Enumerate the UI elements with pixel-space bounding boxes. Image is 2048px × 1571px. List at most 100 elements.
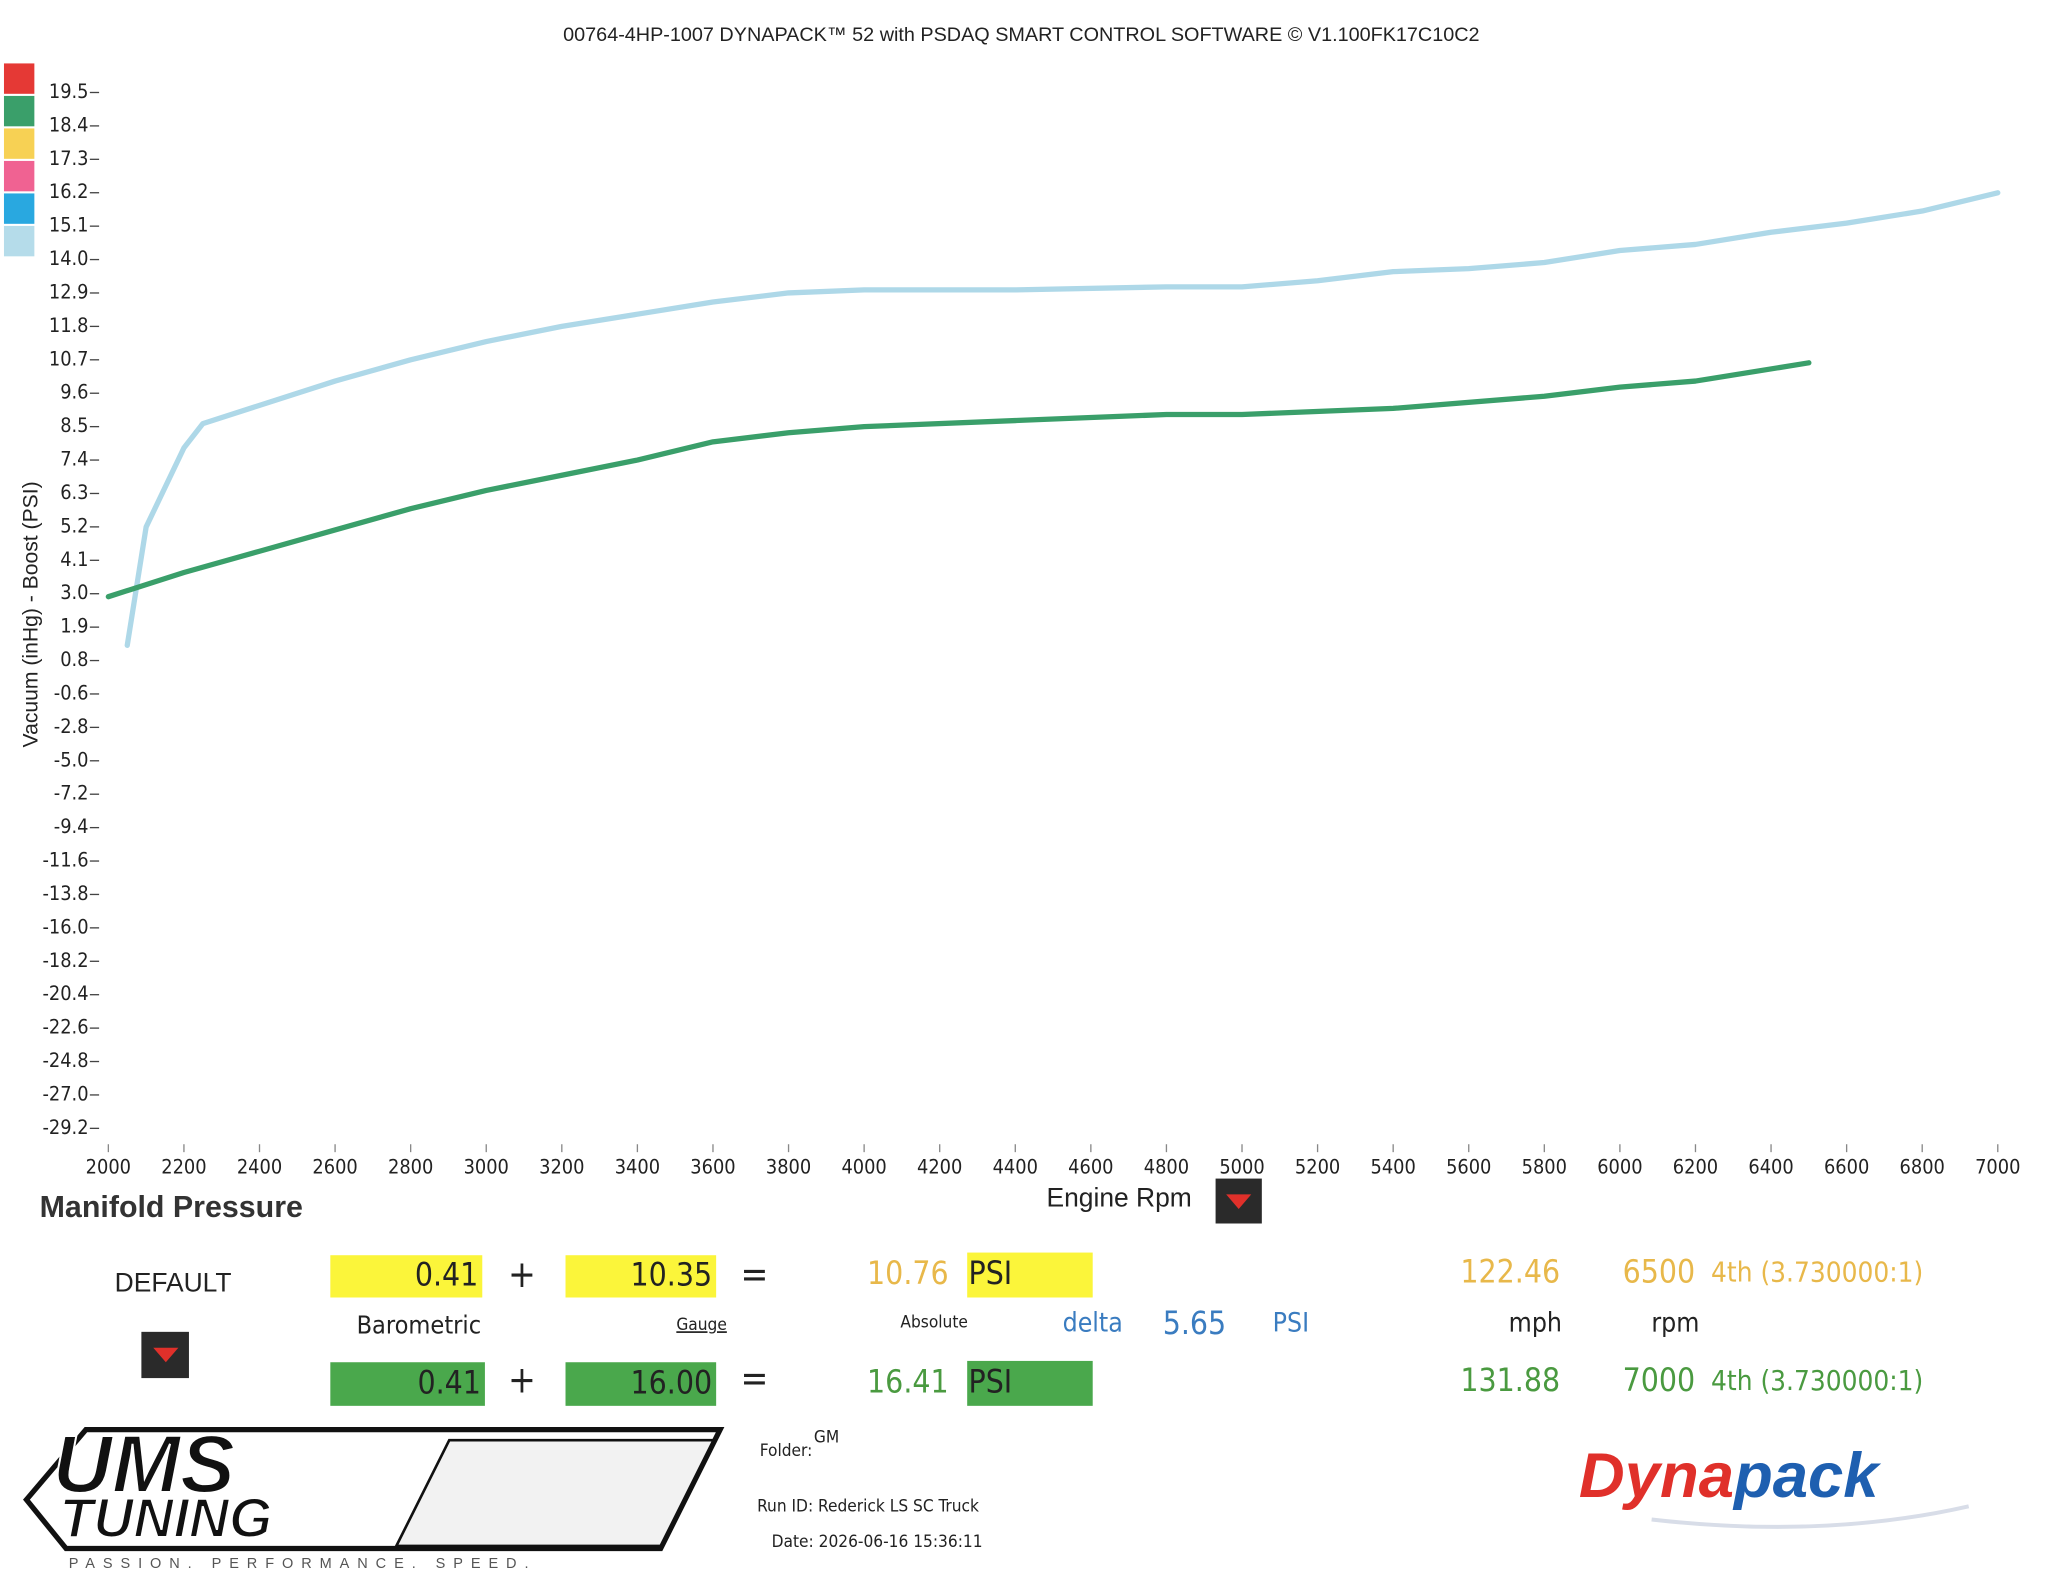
swatch — [3, 193, 35, 224]
y-tick-label: -16.0 — [42, 915, 88, 938]
y-tick-label: -11.6 — [42, 849, 88, 872]
x-tick-label: 3600 — [690, 1156, 735, 1179]
logo-panel — [394, 1438, 716, 1548]
gear: 4th (3.730000:1) — [1711, 1364, 1923, 1397]
x-tick-label: 4800 — [1144, 1156, 1189, 1179]
series-line — [105, 360, 1812, 600]
x-tick-label: 4200 — [917, 1156, 962, 1179]
y-tick-label: 5.2 — [60, 514, 88, 537]
plot: 19.5 18.4 17.3 16.2 15.1 14.0 12.9 11.8 10.7 9.6 8… — [42, 80, 2020, 1179]
logo-tuning: TUNING — [59, 1487, 272, 1549]
preset-label: DEFAULT — [115, 1267, 232, 1297]
x-tick-label: 2000 — [86, 1156, 131, 1179]
delta-value: 5.65 — [1163, 1306, 1226, 1342]
x-axis-label: Engine Rpm — [1046, 1183, 1191, 1213]
logo-swoosh — [1651, 1504, 1970, 1529]
plus: + — [508, 1253, 536, 1296]
x-tick-label: 3200 — [539, 1156, 584, 1179]
y-tick-label: 4.1 — [60, 548, 88, 571]
y-axis-label: Vacuum (inHg) - Boost (PSI) — [19, 481, 42, 747]
swatch — [3, 63, 35, 94]
y-tick-label: 15.1 — [49, 214, 89, 237]
y-tick-label: 3.0 — [60, 581, 88, 604]
x-tick-label: 6600 — [1824, 1156, 1869, 1179]
y-tick-label: 16.2 — [49, 180, 89, 203]
absolute-value: 10.76 — [867, 1256, 949, 1292]
series-line — [124, 190, 2001, 648]
chart-title: Manifold Pressure — [40, 1190, 303, 1224]
swatch — [3, 225, 35, 257]
x-tick-label: 3800 — [766, 1156, 811, 1179]
y-tick-label: 1.9 — [60, 615, 88, 638]
y-tick-label: 19.5 — [49, 80, 89, 103]
gauge-value: 16.00 — [631, 1366, 713, 1402]
y-tick-label: 11.8 — [49, 314, 89, 337]
x-tick-label: 6000 — [1597, 1156, 1642, 1179]
y-tick-label: -5.0 — [54, 748, 89, 771]
delta-label: delta — [1063, 1307, 1123, 1338]
gauge-label: Gauge — [676, 1315, 727, 1335]
y-tick-label: -0.6 — [54, 681, 89, 704]
baro-value: 0.41 — [417, 1366, 480, 1402]
dropdown-arrow — [153, 1347, 179, 1363]
color-swatches — [3, 63, 35, 257]
rpm: 7000 — [1623, 1363, 1696, 1399]
y-tick-label: -9.4 — [54, 815, 89, 838]
logo-blue: pack — [1732, 1441, 1881, 1511]
x-tick-label: 7000 — [1975, 1156, 2020, 1179]
absolute-label: Absolute — [900, 1313, 967, 1333]
rpm: 6500 — [1623, 1255, 1696, 1291]
y-tick-label: -7.2 — [54, 782, 89, 805]
logo-ums: UMS — [53, 1419, 235, 1510]
unit: PSI — [969, 1364, 1013, 1400]
logo-tagline: PASSION. PERFORMANCE. SPEED. — [69, 1556, 537, 1571]
x-tick-label: 5200 — [1295, 1156, 1340, 1179]
x-tick-label: 3000 — [464, 1156, 509, 1179]
plus: + — [508, 1359, 536, 1402]
x-tick-label: 5000 — [1219, 1156, 1264, 1179]
y-tick-label: 14.0 — [49, 247, 89, 270]
x-tick-label: 5400 — [1371, 1156, 1416, 1179]
y-tick-label: 12.9 — [49, 280, 89, 303]
gear: 4th (3.730000:1) — [1711, 1256, 1923, 1289]
x-tick-label: 6800 — [1900, 1156, 1945, 1179]
delta-unit: PSI — [1273, 1307, 1309, 1338]
baro-box — [330, 1362, 485, 1406]
unit: PSI — [969, 1256, 1013, 1292]
x-tick-label: 3400 — [615, 1156, 660, 1179]
x-tick-label: 4400 — [993, 1156, 1038, 1179]
x-tick-label: 2200 — [161, 1156, 206, 1179]
y-tick-label: 17.3 — [49, 147, 89, 170]
dynapack-logo: Dynapack — [1579, 1441, 1881, 1511]
x-tick-label: 4000 — [841, 1156, 886, 1179]
x-tick-label: 2800 — [388, 1156, 433, 1179]
y-tick-label: -29.2 — [42, 1116, 88, 1139]
y-tick-label: -22.6 — [42, 1016, 88, 1039]
speed: 122.46 — [1460, 1255, 1560, 1291]
date: Date: 2026-06-16 15:36:11 — [772, 1532, 983, 1552]
x-tick-label: 2600 — [312, 1156, 357, 1179]
gauge-box — [565, 1362, 717, 1406]
x-tick-label: 6400 — [1748, 1156, 1793, 1179]
rpm-unit: rpm — [1651, 1307, 1699, 1338]
y-tick-label: 18.4 — [49, 113, 89, 136]
y-tick-label: 9.6 — [60, 381, 88, 404]
y-tick-label: 0.8 — [60, 648, 88, 671]
unit-box — [967, 1360, 1093, 1406]
y-tick-label: -2.8 — [54, 715, 89, 738]
equals: = — [741, 1253, 769, 1296]
run-id: Run ID: Rederick LS SC Truck — [757, 1496, 979, 1516]
folder-label: Folder: — [760, 1441, 813, 1461]
y-tick-label: 10.7 — [49, 347, 89, 370]
swatch — [3, 128, 35, 159]
ums-logo: UMS TUNING PASSION. PERFORMANCE. SPEED. — [23, 1418, 725, 1571]
y-tick-label: 6.3 — [60, 481, 88, 504]
y-tick-label: -18.2 — [42, 949, 88, 972]
readings: 0.41 + 10.35 = 10.76 PSI 122.46 6500 4th… — [330, 1252, 1923, 1552]
x-tick-label: 6200 — [1673, 1156, 1718, 1179]
speed-unit: mph — [1509, 1307, 1562, 1338]
baro-value: 0.41 — [415, 1257, 478, 1293]
x-tick-label: 4600 — [1068, 1156, 1113, 1179]
dropdown-arrow — [1226, 1194, 1252, 1209]
